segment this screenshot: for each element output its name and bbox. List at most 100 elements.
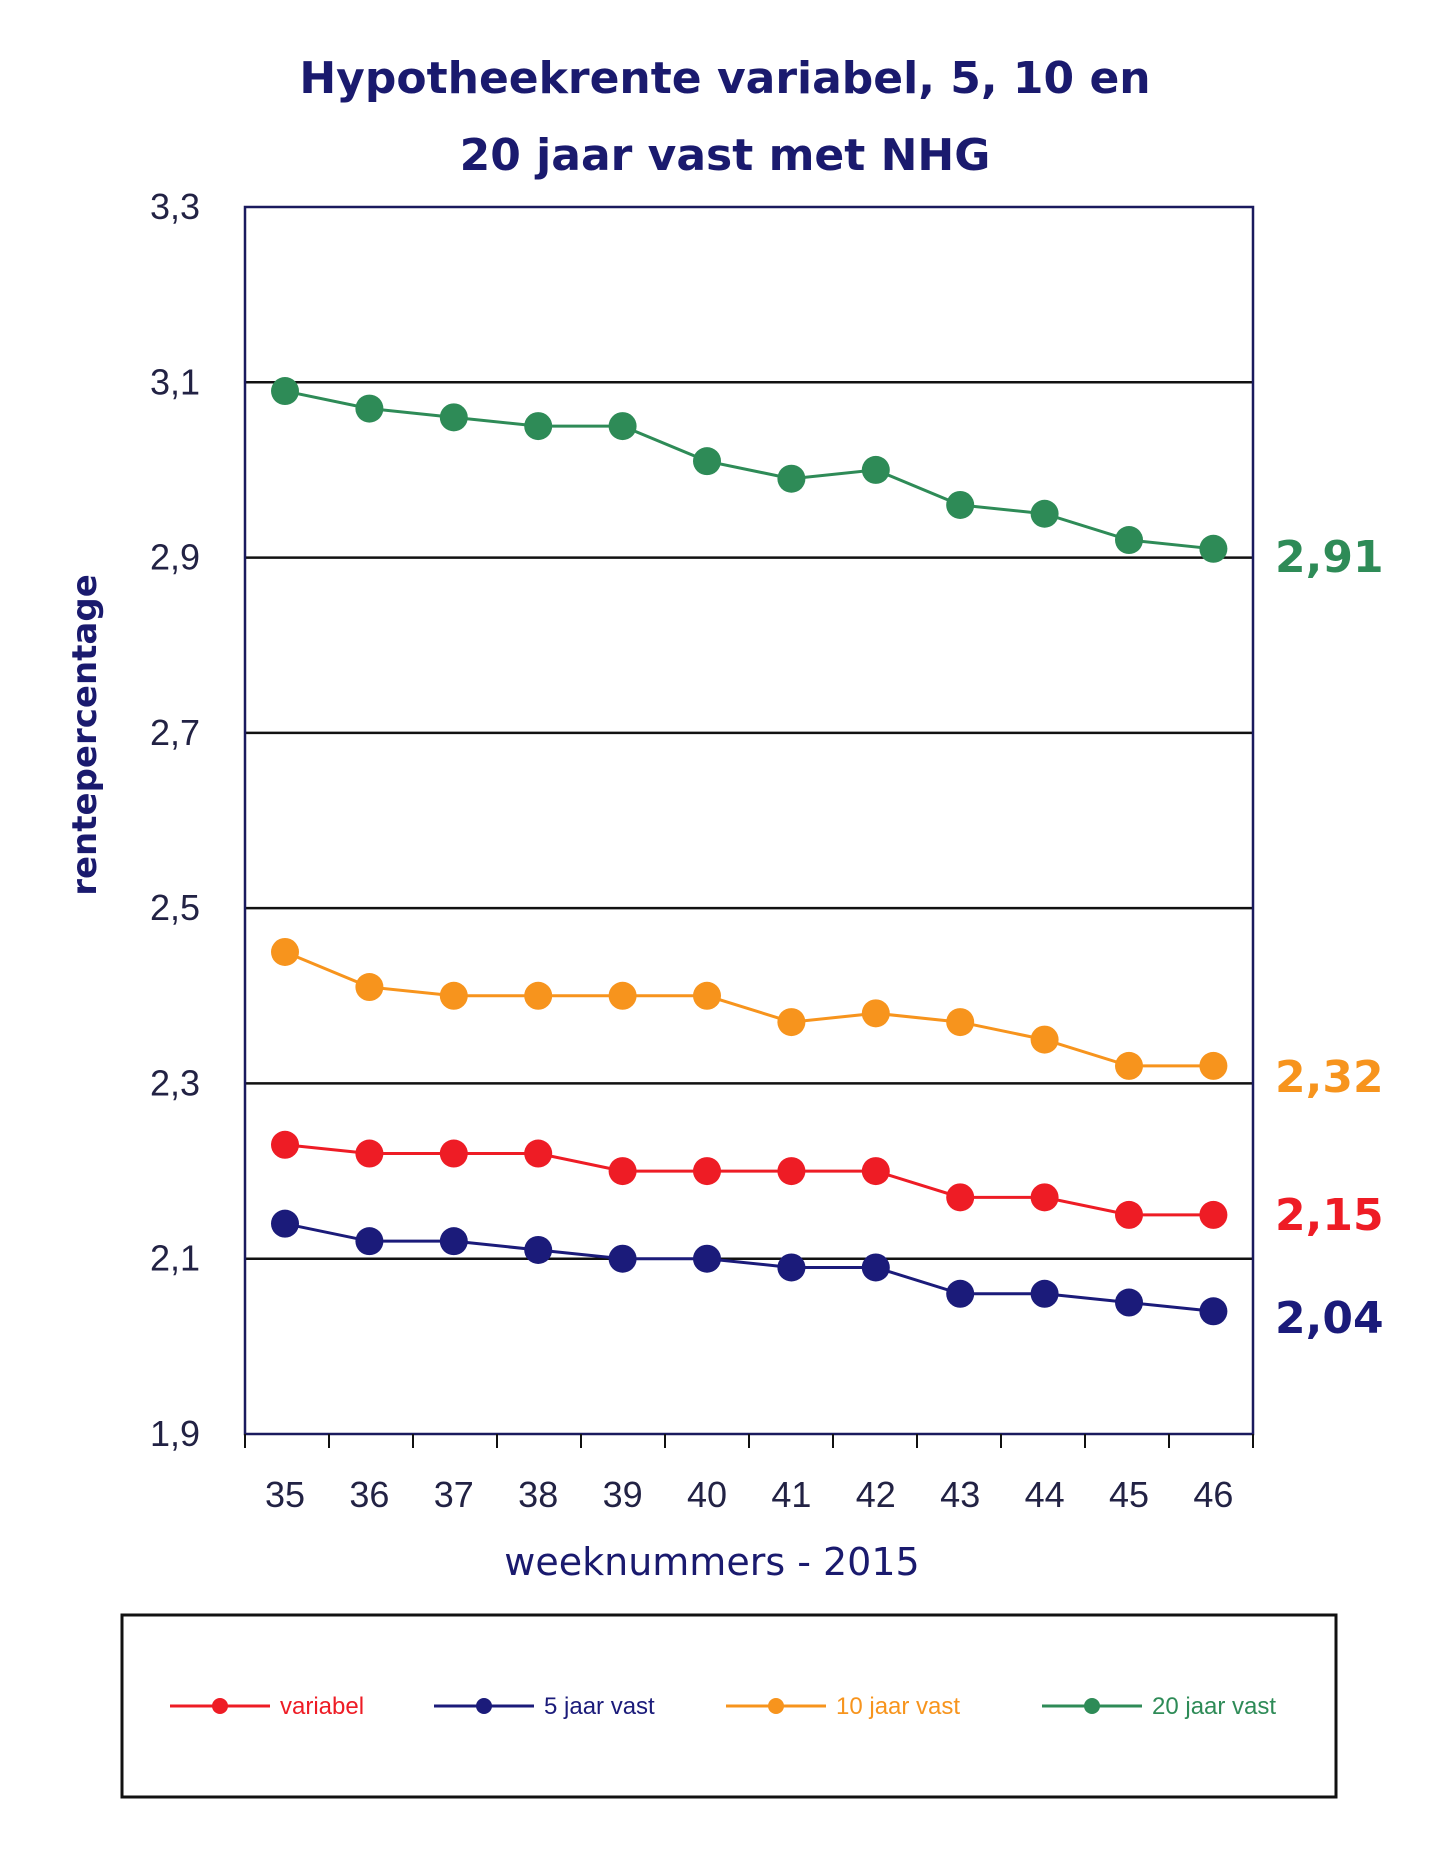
data-point [608, 981, 637, 1010]
data-point [439, 1139, 468, 1168]
data-point [355, 394, 384, 423]
data-point [777, 1253, 806, 1282]
legend-label: 20 jaar vast [1152, 1693, 1276, 1720]
series-5-jaar-vast [271, 1209, 1228, 1326]
x-axis-label: weeknummers - 2015 [504, 1540, 919, 1584]
y-tick-label: 2,9 [150, 537, 200, 578]
y-tick-label: 1,9 [150, 1413, 200, 1454]
data-point [524, 412, 553, 441]
x-tick-label: 37 [434, 1474, 474, 1515]
x-tick-label: 46 [1193, 1474, 1233, 1515]
data-point [1030, 1183, 1059, 1212]
legend-marker [476, 1698, 492, 1714]
series-line [284, 1143, 1214, 1217]
data-point [1115, 1200, 1143, 1229]
data-point [608, 1157, 637, 1186]
x-tick-label: 40 [687, 1474, 727, 1515]
data-point [861, 1157, 890, 1186]
legend-label: variabel [280, 1693, 364, 1720]
end-value-label: 2,32 [1275, 1052, 1384, 1103]
data-point [1115, 1288, 1143, 1317]
data-point [777, 1157, 806, 1186]
data-point [271, 377, 299, 406]
data-point [355, 1139, 384, 1168]
data-point [355, 973, 384, 1002]
data-point [608, 1244, 637, 1273]
x-tick-label: 39 [603, 1474, 643, 1515]
gridlines [245, 381, 1253, 1260]
x-tick-label: 43 [940, 1474, 980, 1515]
y-tick-label: 2,1 [150, 1238, 200, 1279]
data-point [946, 1279, 975, 1308]
data-point [524, 1235, 553, 1264]
data-point [271, 1130, 299, 1159]
end-labels: 2,91 2,32 2,15 2,04 [1275, 532, 1384, 1344]
x-tick-label: 38 [518, 1474, 558, 1515]
legend-item: 20 jaar vast [1042, 1693, 1276, 1720]
y-tick-label: 3,1 [150, 361, 200, 402]
data-point [439, 1227, 468, 1256]
data-point [1199, 1297, 1228, 1326]
series-20-jaar-vast [271, 377, 1228, 563]
data-point [1115, 1051, 1143, 1080]
legend-label: 5 jaar vast [544, 1693, 655, 1720]
series-line [284, 1222, 1214, 1313]
data-point [693, 981, 721, 1010]
x-tick-label: 44 [1025, 1474, 1065, 1515]
data-point [946, 1183, 975, 1212]
y-tick-label: 2,3 [150, 1062, 200, 1103]
data-point [1030, 499, 1059, 528]
data-point [355, 1227, 384, 1256]
chart-title-line-2: 20 jaar vast met NHG [460, 130, 991, 181]
data-point [608, 412, 637, 441]
x-axis-ticks: 35 36 37 38 39 40 41 42 43 44 45 46 [244, 1434, 1254, 1515]
end-value-label: 2,15 [1275, 1190, 1384, 1241]
x-tick-label: 36 [349, 1474, 389, 1515]
data-point [777, 464, 806, 493]
y-tick-label: 2,7 [150, 712, 200, 753]
legend-label: 10 jaar vast [836, 1693, 960, 1720]
x-tick-label: 35 [265, 1474, 305, 1515]
data-point [777, 1008, 806, 1037]
y-axis-ticks: 1,9 2,1 2,3 2,5 2,7 2,9 3,1 3,3 [150, 186, 200, 1454]
data-point [693, 447, 721, 476]
legend-marker [212, 1698, 228, 1714]
series-line [284, 389, 1214, 551]
legend-marker [768, 1698, 784, 1714]
data-point [439, 981, 468, 1010]
legend: variabel 5 jaar vast 10 jaar vast 20 jaar v… [170, 1693, 1276, 1720]
series-10-jaar-vast [271, 937, 1228, 1080]
data-point [693, 1157, 721, 1186]
x-tick-label: 42 [856, 1474, 896, 1515]
data-point [861, 999, 890, 1028]
data-point [1030, 1025, 1059, 1054]
x-tick-label: 41 [771, 1474, 811, 1515]
data-point [693, 1244, 721, 1273]
data-point [1199, 1200, 1228, 1229]
data-point [524, 1139, 553, 1168]
series-line [284, 950, 1214, 1068]
data-point [946, 490, 975, 519]
data-point [946, 1008, 975, 1037]
data-point [524, 981, 553, 1010]
plot-area-frame [243, 205, 1255, 1436]
chart-title-line-1: Hypotheekrente variabel, 5, 10 en [299, 53, 1150, 104]
data-point [1199, 534, 1228, 563]
legend-marker [1084, 1698, 1100, 1714]
y-axis-label: rentepercentage [65, 574, 105, 896]
data-point [1199, 1051, 1228, 1080]
series-layer [271, 377, 1228, 1326]
end-value-label: 2,04 [1275, 1293, 1384, 1344]
legend-item: variabel [170, 1693, 364, 1720]
data-point [861, 1253, 890, 1282]
data-point [861, 455, 890, 484]
data-point [439, 403, 468, 432]
data-point [271, 937, 299, 966]
legend-item: 10 jaar vast [726, 1693, 960, 1720]
series-variabel [271, 1130, 1228, 1229]
legend-item: 5 jaar vast [434, 1693, 655, 1720]
end-value-label: 2,91 [1275, 532, 1384, 583]
data-point [1115, 526, 1143, 555]
y-tick-label: 2,5 [150, 887, 200, 928]
